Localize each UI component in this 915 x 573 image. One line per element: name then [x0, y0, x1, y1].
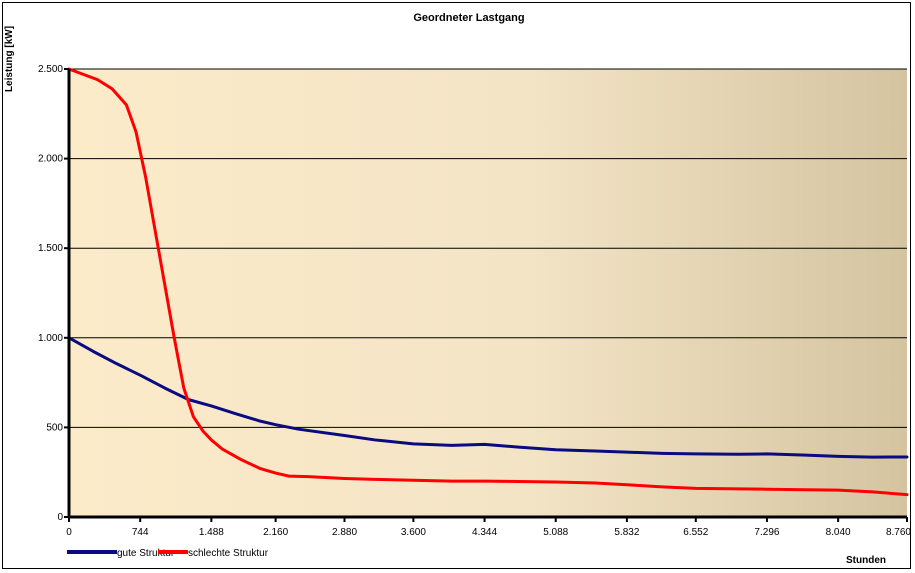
y-tick-label-1: 500 — [46, 422, 63, 433]
tick-labels: 0 500 1.000 1.500 2.000 2.500 0 744 1.488 2.160 2.… — [38, 64, 911, 538]
x-tick-label-11: 8.040 — [826, 527, 851, 538]
y-axis-label: Leistung [kW] — [4, 26, 15, 92]
x-tick-label-7: 5.088 — [543, 527, 568, 538]
x-tick-label-10: 7.296 — [754, 527, 779, 538]
series-line-1 — [67, 67, 909, 497]
x-tick-label-5: 3.600 — [401, 527, 426, 538]
x-tick-label-4: 2.880 — [332, 527, 357, 538]
x-tick-label-9: 6.552 — [683, 527, 708, 538]
y-tick-label-4: 2.000 — [38, 154, 63, 165]
legend-label-gute-struktur: gute Struktur — [117, 548, 175, 559]
x-tick-label-3: 2.160 — [263, 527, 288, 538]
y-tick-label-3: 1.500 — [38, 243, 63, 254]
plot-area-background — [69, 69, 907, 517]
x-tick-label-12: 8.760 — [886, 527, 911, 538]
series-line-0 — [67, 336, 909, 459]
x-tick-label-8: 5.832 — [614, 527, 639, 538]
y-tick-label-2: 1.000 — [38, 333, 63, 344]
series-lines — [67, 67, 909, 497]
chart-title: Geordneter Lastgang — [413, 12, 524, 24]
legend: gute Struktur schlechte Struktur — [67, 548, 269, 559]
x-tick-label-0: 0 — [66, 527, 72, 538]
x-tick-label-6: 4.344 — [472, 527, 497, 538]
y-tick-label-5: 2.500 — [38, 64, 63, 75]
chart: 0 500 1.000 1.500 2.000 2.500 0 744 1.488 2.160 2.… — [4, 12, 911, 566]
x-axis-label: Stunden — [846, 555, 886, 566]
y-tick-label-0: 0 — [57, 512, 63, 523]
gridlines — [69, 68, 907, 428]
x-tick-label-2: 1.488 — [199, 527, 224, 538]
legend-label-schlechte-struktur: schlechte Struktur — [188, 548, 269, 559]
axes — [64, 68, 908, 522]
x-tick-label-1: 744 — [132, 527, 149, 538]
